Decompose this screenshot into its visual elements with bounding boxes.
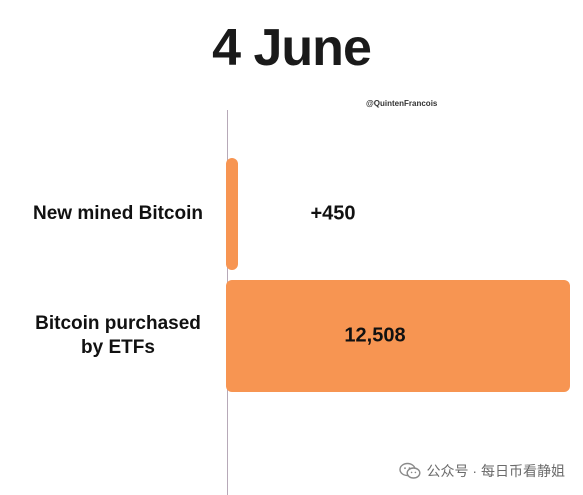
bar-new-mined-bitcoin	[226, 158, 239, 270]
wechat-icon	[398, 462, 421, 479]
category-label-line: New mined Bitcoin	[33, 203, 203, 224]
chart-title: 4 June	[212, 19, 372, 77]
data-label: 12,508	[344, 324, 406, 347]
category-label: Bitcoin purchased by ETFs	[8, 312, 228, 360]
category-label: New mined Bitcoin	[8, 202, 228, 226]
attribution-handle: @QuintenFrancois	[366, 99, 438, 108]
bar-etf-purchases	[226, 280, 570, 392]
category-label-line: Bitcoin purchased	[35, 313, 201, 334]
category-label-line: by ETFs	[81, 337, 155, 358]
data-label: +450	[310, 202, 356, 225]
footer-text: 公众号 · 每日币看静姐	[426, 463, 565, 479]
footer-watermark: 公众号 · 每日币看静姐	[398, 461, 565, 481]
